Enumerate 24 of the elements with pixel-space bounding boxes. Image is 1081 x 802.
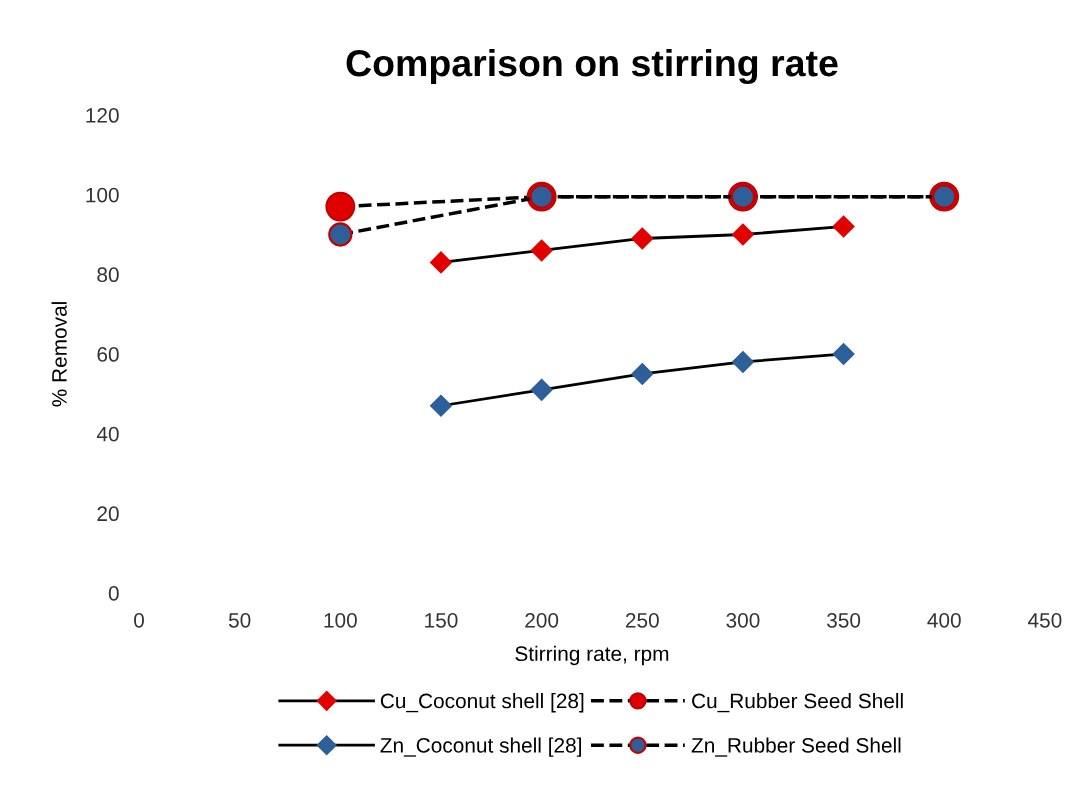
x-tick-label: 450 — [1028, 612, 1062, 628]
x-tick-label: 300 — [726, 612, 760, 628]
y-tick-label: 100 — [86, 187, 119, 203]
y-tick-label: 0 — [108, 586, 119, 601]
x-tick-label: 250 — [625, 612, 659, 628]
chart-title: Comparison on stirring rate — [346, 48, 838, 85]
legend-label: Cu_Coconut shell [28] — [380, 693, 584, 713]
y-tick-label: 40 — [96, 426, 119, 442]
legend-label: Cu_Rubber Seed Shell — [692, 693, 903, 713]
y-tick-label: 20 — [97, 506, 119, 522]
x-tick-label: 100 — [324, 612, 357, 628]
x-tick-label: 200 — [525, 612, 559, 628]
x-axis-title: Stirring rate, rpm — [515, 645, 669, 666]
x-tick-label: 150 — [425, 612, 458, 628]
y-axis-title: % Removal — [51, 302, 67, 407]
legend-label: Zn_Coconut shell [28] — [380, 737, 581, 757]
legend-label: Zn_Rubber Seed Shell — [691, 737, 901, 757]
x-tick-label: 350 — [827, 612, 861, 628]
y-tick-label: 120 — [86, 108, 119, 123]
x-tick-label: 50 — [228, 612, 251, 628]
x-tick-label: 0 — [134, 612, 144, 628]
x-tick-label: 400 — [927, 612, 961, 628]
y-tick-label: 80 — [97, 267, 119, 283]
y-tick-label: 60 — [97, 347, 119, 362]
